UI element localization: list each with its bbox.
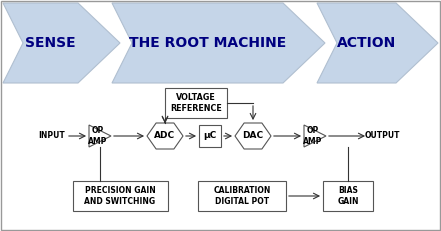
Polygon shape bbox=[235, 123, 271, 149]
Polygon shape bbox=[317, 3, 438, 83]
Polygon shape bbox=[89, 125, 111, 147]
Text: ADC: ADC bbox=[154, 131, 176, 140]
Text: INPUT: INPUT bbox=[39, 131, 65, 140]
Text: μC: μC bbox=[203, 131, 217, 140]
Polygon shape bbox=[112, 3, 325, 83]
Text: BIAS
GAIN: BIAS GAIN bbox=[337, 186, 359, 206]
Text: ACTION: ACTION bbox=[337, 36, 396, 50]
Text: CALIBRATION
DIGITAL POT: CALIBRATION DIGITAL POT bbox=[213, 186, 271, 206]
Text: OUTPUT: OUTPUT bbox=[364, 131, 400, 140]
FancyBboxPatch shape bbox=[165, 88, 227, 118]
Text: VOLTAGE
REFERENCE: VOLTAGE REFERENCE bbox=[170, 93, 222, 113]
Text: DAC: DAC bbox=[243, 131, 264, 140]
FancyBboxPatch shape bbox=[72, 181, 168, 211]
Text: SENSE: SENSE bbox=[25, 36, 76, 50]
Text: THE ROOT MACHINE: THE ROOT MACHINE bbox=[129, 36, 286, 50]
Polygon shape bbox=[147, 123, 183, 149]
Text: OP
AMP: OP AMP bbox=[88, 126, 108, 146]
Text: OP
AMP: OP AMP bbox=[303, 126, 322, 146]
FancyBboxPatch shape bbox=[198, 181, 286, 211]
Polygon shape bbox=[304, 125, 326, 147]
FancyBboxPatch shape bbox=[199, 125, 221, 147]
Polygon shape bbox=[3, 3, 120, 83]
Text: PRECISION GAIN
AND SWITCHING: PRECISION GAIN AND SWITCHING bbox=[84, 186, 156, 206]
FancyBboxPatch shape bbox=[323, 181, 373, 211]
